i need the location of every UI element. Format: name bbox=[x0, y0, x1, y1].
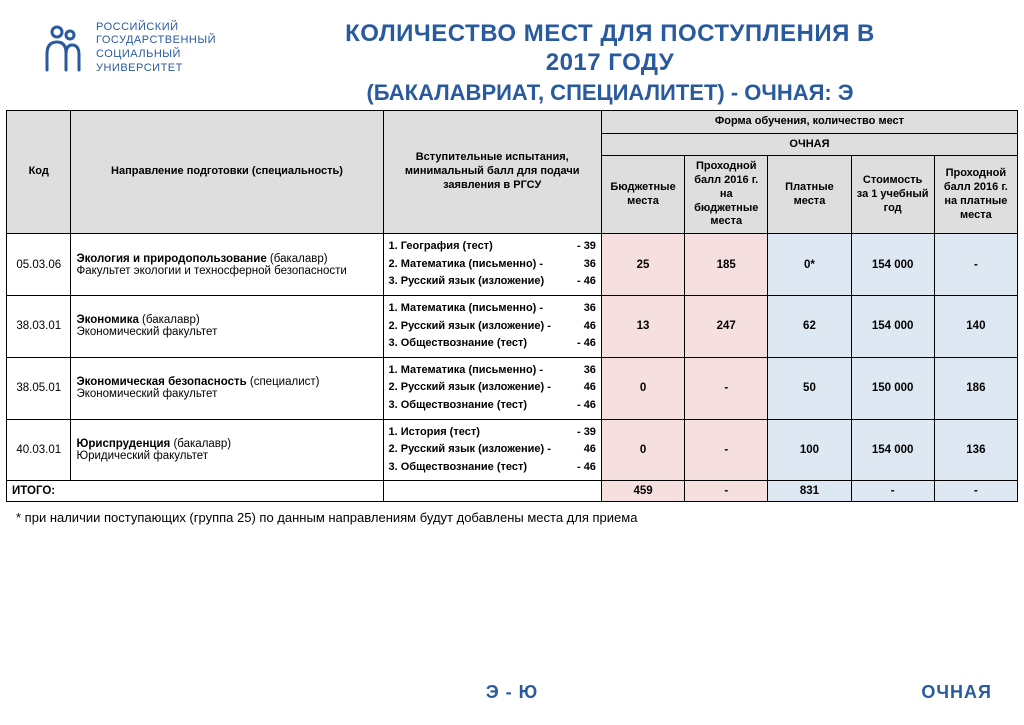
header: РОССИЙСКИЙ ГОСУДАРСТВЕННЫЙ СОЦИАЛЬНЫЙ УН… bbox=[0, 0, 1024, 114]
cell-budget: 25 bbox=[601, 234, 684, 296]
table-row: 05.03.06Экология и природопользование (б… bbox=[7, 234, 1018, 296]
cell-cost: 154 000 bbox=[851, 419, 934, 481]
people-logo-icon bbox=[40, 20, 86, 76]
totals-empty bbox=[383, 481, 601, 502]
logo-line1: РОССИЙСКИЙ bbox=[96, 21, 216, 35]
cell-pass_paid: - bbox=[934, 234, 1017, 296]
footer-range: Э - Ю bbox=[0, 682, 1024, 703]
cell-exams: 1. Математика (письменно) -362. Русский … bbox=[383, 296, 601, 358]
cell-cost: 154 000 bbox=[851, 296, 934, 358]
cell-pass_paid: 136 bbox=[934, 419, 1017, 481]
admission-table: Код Направление подготовки (специальност… bbox=[6, 110, 1018, 502]
logo-block: РОССИЙСКИЙ ГОСУДАРСТВЕННЫЙ СОЦИАЛЬНЫЙ УН… bbox=[40, 20, 216, 76]
totals-pass_paid: - bbox=[934, 481, 1017, 502]
cell-paid: 50 bbox=[768, 357, 851, 419]
logo-line2: ГОСУДАРСТВЕННЫЙ bbox=[96, 34, 216, 48]
totals-pass_budget: - bbox=[685, 481, 768, 502]
cell-code: 05.03.06 bbox=[7, 234, 71, 296]
table-wrap: Код Направление подготовки (специальност… bbox=[0, 110, 1024, 525]
footer-form-label: ОЧНАЯ bbox=[921, 682, 992, 703]
cell-pass_budget: - bbox=[685, 357, 768, 419]
cell-budget: 0 bbox=[601, 419, 684, 481]
cell-budget: 13 bbox=[601, 296, 684, 358]
cell-code: 38.03.01 bbox=[7, 296, 71, 358]
totals-label: ИТОГО: bbox=[7, 481, 384, 502]
cell-code: 38.05.01 bbox=[7, 357, 71, 419]
th-pass-paid: Проходной балл 2016 г. на платные места bbox=[934, 156, 1017, 234]
cell-direction: Экономическая безопасность (специалист)Э… bbox=[71, 357, 383, 419]
logo-line3: СОЦИАЛЬНЫЙ bbox=[96, 48, 216, 62]
th-form-sub: ОЧНАЯ bbox=[601, 133, 1017, 156]
cell-pass_paid: 140 bbox=[934, 296, 1017, 358]
footnote: * при наличии поступающих (группа 25) по… bbox=[6, 502, 1018, 525]
cell-pass_paid: 186 bbox=[934, 357, 1017, 419]
logo-line4: УНИВЕРСИТЕТ bbox=[96, 62, 216, 76]
cell-paid: 0* bbox=[768, 234, 851, 296]
th-budget: Бюджетные места bbox=[601, 156, 684, 234]
cell-pass_budget: 247 bbox=[685, 296, 768, 358]
th-cost: Стоимость за 1 учебный год bbox=[851, 156, 934, 234]
th-paid: Платные места bbox=[768, 156, 851, 234]
page-title-line2: 2017 ГОДУ bbox=[236, 49, 984, 78]
table-row: 38.05.01Экономическая безопасность (спец… bbox=[7, 357, 1018, 419]
logo-text: РОССИЙСКИЙ ГОСУДАРСТВЕННЫЙ СОЦИАЛЬНЫЙ УН… bbox=[96, 21, 216, 76]
cell-pass_budget: - bbox=[685, 419, 768, 481]
table-row: 40.03.01Юриспруденция (бакалавр)Юридичес… bbox=[7, 419, 1018, 481]
cell-paid: 62 bbox=[768, 296, 851, 358]
cell-paid: 100 bbox=[768, 419, 851, 481]
totals-row: ИТОГО:459-831-- bbox=[7, 481, 1018, 502]
page-subtitle: (БАКАЛАВРИАТ, СПЕЦИАЛИТЕТ) - ОЧНАЯ: Э bbox=[236, 80, 984, 106]
cell-exams: 1. География (тест)- 392. Математика (пи… bbox=[383, 234, 601, 296]
cell-cost: 150 000 bbox=[851, 357, 934, 419]
cell-direction: Экономика (бакалавр)Экономический факуль… bbox=[71, 296, 383, 358]
cell-direction: Юриспруденция (бакалавр)Юридический факу… bbox=[71, 419, 383, 481]
th-direction: Направление подготовки (специальность) bbox=[71, 110, 383, 233]
th-pass-budget: Проходной балл 2016 г. на бюджетные мест… bbox=[685, 156, 768, 234]
th-form-group: Форма обучения, количество мест bbox=[601, 110, 1017, 133]
totals-budget: 459 bbox=[601, 481, 684, 502]
th-exams: Вступительные испытания, минимальный бал… bbox=[383, 110, 601, 233]
cell-direction: Экология и природопользование (бакалавр)… bbox=[71, 234, 383, 296]
table-row: 38.03.01Экономика (бакалавр)Экономически… bbox=[7, 296, 1018, 358]
cell-cost: 154 000 bbox=[851, 234, 934, 296]
page-title-line1: КОЛИЧЕСТВО МЕСТ ДЛЯ ПОСТУПЛЕНИЯ В bbox=[236, 20, 984, 49]
cell-exams: 1. Математика (письменно) -362. Русский … bbox=[383, 357, 601, 419]
totals-paid: 831 bbox=[768, 481, 851, 502]
cell-exams: 1. История (тест)- 392. Русский язык (из… bbox=[383, 419, 601, 481]
cell-pass_budget: 185 bbox=[685, 234, 768, 296]
th-code: Код bbox=[7, 110, 71, 233]
totals-cost: - bbox=[851, 481, 934, 502]
cell-code: 40.03.01 bbox=[7, 419, 71, 481]
cell-budget: 0 bbox=[601, 357, 684, 419]
title-block: КОЛИЧЕСТВО МЕСТ ДЛЯ ПОСТУПЛЕНИЯ В 2017 Г… bbox=[216, 20, 1004, 106]
